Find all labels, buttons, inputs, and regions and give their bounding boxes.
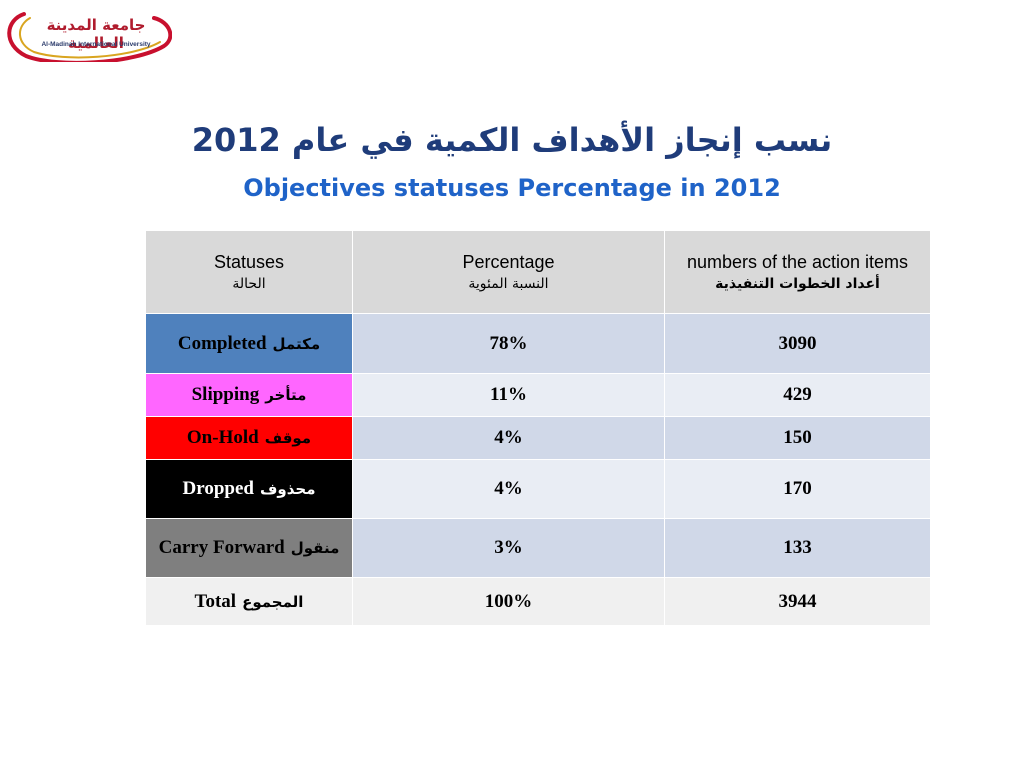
logo-english-text: Al-Madinah International University: [41, 41, 151, 48]
count-cell: 170: [664, 459, 931, 519]
count-cell: 133: [664, 518, 931, 578]
status-cell-completed: Completed مكتمل: [145, 313, 353, 374]
header-percentage-ar: النسبة المئوية: [468, 276, 549, 292]
header-action-items: numbers of the action items أعداد الخطوا…: [664, 230, 931, 314]
percentage-cell: 4%: [352, 416, 665, 460]
percentage-cell: 3%: [352, 518, 665, 578]
status-label-en: Slipping: [191, 384, 260, 405]
table-row: Completed مكتمل 78% 3090: [145, 313, 931, 374]
header-statuses-ar: الحالة: [232, 276, 266, 292]
status-cell-dropped: Dropped محذوف: [145, 459, 353, 519]
table-row: Dropped محذوف 4% 170: [145, 459, 931, 519]
percentage-cell: 11%: [352, 373, 665, 417]
table-header-row: Statuses الحالة Percentage النسبة المئوي…: [145, 230, 931, 314]
status-label-en: Completed: [177, 332, 267, 354]
header-statuses-en: Statuses: [213, 252, 285, 272]
university-logo: جامعة المدينة العالمية Al-Madinah Intern…: [4, 6, 172, 62]
count-cell: 429: [664, 373, 931, 417]
status-cell-on-hold: On-Hold موقف: [145, 416, 353, 460]
page-title-english: Objectives statuses Percentage in 2012: [243, 174, 781, 202]
status-label-en: On-Hold: [186, 427, 259, 448]
total-label-ar: المجموع: [242, 592, 304, 611]
percentage-cell: 4%: [352, 459, 665, 519]
status-label-ar: متأخر: [265, 386, 307, 404]
header-statuses: Statuses الحالة: [145, 230, 353, 314]
header-action-items-en: numbers of the action items: [686, 252, 909, 272]
status-label-en: Dropped: [182, 478, 254, 499]
count-cell: 3090: [664, 313, 931, 374]
page-title-arabic: نسب إنجاز الأهداف الكمية في عام 2012: [191, 121, 833, 159]
table-total-row: Total المجموع 100% 3944: [145, 577, 931, 626]
header-percentage: Percentage النسبة المئوية: [352, 230, 665, 314]
total-count-cell: 3944: [664, 577, 931, 626]
status-table: Statuses الحالة Percentage النسبة المئوي…: [145, 230, 931, 626]
status-cell-slipping: Slipping متأخر: [145, 373, 353, 417]
table-row: Carry Forward منقول 3% 133: [145, 518, 931, 578]
percentage-cell: 78%: [352, 313, 665, 374]
count-cell: 150: [664, 416, 931, 460]
table-row: On-Hold موقف 4% 150: [145, 416, 931, 460]
status-label-en: Carry Forward: [158, 537, 285, 558]
status-label-ar: موقف: [264, 429, 312, 447]
header-percentage-en: Percentage: [462, 252, 555, 272]
status-label-ar: منقول: [290, 539, 340, 557]
status-label-ar: مكتمل: [272, 334, 321, 353]
total-label-cell: Total المجموع: [145, 577, 353, 626]
total-label-en: Total: [194, 590, 237, 612]
table-row: Slipping متأخر 11% 429: [145, 373, 931, 417]
status-cell-carry-forward: Carry Forward منقول: [145, 518, 353, 578]
logo-arabic-text: جامعة المدينة العالمية: [46, 16, 146, 52]
header-action-items-ar: أعداد الخطوات التنفيذية: [715, 276, 880, 292]
status-label-ar: محذوف: [259, 480, 316, 498]
total-percentage-cell: 100%: [352, 577, 665, 626]
logo-swoosh-icon: [7, 12, 172, 62]
